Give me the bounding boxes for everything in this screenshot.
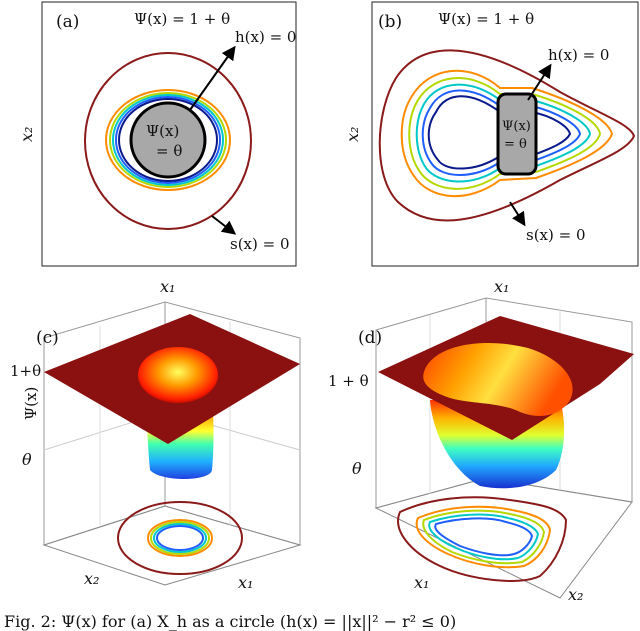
panel-c-floor-outer (117, 501, 243, 575)
panel-a-contour-green (109, 92, 227, 188)
panel-c-zlabel: Ψ(x) (22, 387, 40, 420)
panel-b-inner-value: = θ (504, 137, 527, 152)
panel-a-outer-contour (84, 52, 252, 230)
panel-d-tick-top: 1 + θ (328, 372, 369, 390)
panel-b-inner-label: Ψ(x) (502, 119, 531, 134)
panel-c-floor-cyan (153, 523, 207, 553)
panel-d-hole (423, 342, 573, 416)
panel-d-floor-green (422, 509, 546, 565)
panel-b-s-arrow (509, 201, 526, 227)
panel-d-floor-cyan (428, 513, 540, 561)
panel-b-xlabel: x₁ (494, 277, 509, 296)
panel-d-letter: (d) (358, 328, 382, 348)
panel-b-contour-navy (427, 95, 572, 170)
panel-d-floor-outer (397, 496, 568, 582)
panel-d-floor-blue (434, 517, 534, 557)
panel-a-letter: (a) (56, 12, 79, 32)
panel-d-floor-orange (415, 505, 552, 569)
panel-a-s-arrow (211, 215, 237, 235)
panel-a-h-label: h(x) = 0 (235, 28, 296, 46)
panel-c-x1-label: x₁ (238, 573, 253, 592)
panel-c-tick-low: θ (22, 450, 32, 469)
panel-c: (c) 1+θ θ Ψ(x) x₂ x₁ (10, 301, 302, 592)
panel-b-contour-green (408, 77, 602, 190)
panel-b-safe-region (496, 92, 538, 176)
panel-a-contour-orange (105, 89, 231, 191)
panel-c-x2-label: x₂ (84, 569, 99, 588)
panel-d: (d) 1 + θ θ x₁ x₂ (328, 297, 634, 604)
panel-a-contour-blue (115, 96, 221, 184)
panel-c-tick-top: 1+θ (10, 362, 41, 380)
panel-b-outer-contour (378, 49, 636, 222)
panel-a-h-arrow (189, 45, 236, 111)
panel-a-s-label: s(x) = 0 (230, 235, 290, 253)
panel-b-letter: (b) (378, 12, 402, 32)
panel-b-h-label: h(x) = 0 (548, 46, 609, 64)
panel-c-hole (138, 347, 218, 403)
panel-b-contour-orange (400, 69, 614, 198)
panel-b-psi-label: Ψ(x) = 1 + θ (438, 10, 534, 28)
panel-a-psi-label: Ψ(x) = 1 + θ (134, 10, 230, 28)
panel-a-contour-cyan (112, 94, 224, 186)
panel-c-floor-blue (156, 525, 204, 551)
panel-d-x1-label: x₁ (414, 573, 429, 592)
panel-a-ylabel: x₂ (17, 127, 36, 142)
panel-a: (a) Ψ(x) = 1 + θ Ψ(x) = θ h(x) = 0 s(x) … (17, 1, 297, 296)
panel-d-tick-low: θ (352, 459, 362, 478)
panel-b-contour-cyan (415, 83, 592, 183)
panel-c-box-floor (42, 505, 302, 586)
panel-b-s-label: s(x) = 0 (526, 226, 586, 244)
panel-b: (b) Ψ(x) = 1 + θ Ψ(x) = θ h(x) = 0 s(x) … (343, 1, 639, 296)
panel-c-floor-orange (147, 519, 213, 557)
panel-c-letter: (c) (36, 328, 59, 348)
panel-d-x2-label: x₂ (568, 585, 583, 604)
figure-caption: Fig. 2: Ψ(x) for (a) X_h as a circle (h(… (4, 612, 457, 631)
panel-b-contour-blue (421, 89, 582, 176)
panel-d-box-floor (374, 477, 633, 599)
panel-a-inner-label: Ψ(x) (146, 122, 179, 140)
panel-a-safe-region (129, 101, 207, 179)
panel-a-xlabel: x₁ (160, 277, 175, 296)
panel-b-h-arrow (527, 63, 552, 101)
figure: (a) Ψ(x) = 1 + θ Ψ(x) = θ h(x) = 0 s(x) … (10, 1, 639, 604)
panel-b-ylabel: x₂ (343, 127, 362, 142)
panel-a-contour-navy (118, 98, 218, 182)
panel-c-floor-green (150, 521, 210, 555)
panel-a-inner-value: = θ (156, 142, 182, 160)
